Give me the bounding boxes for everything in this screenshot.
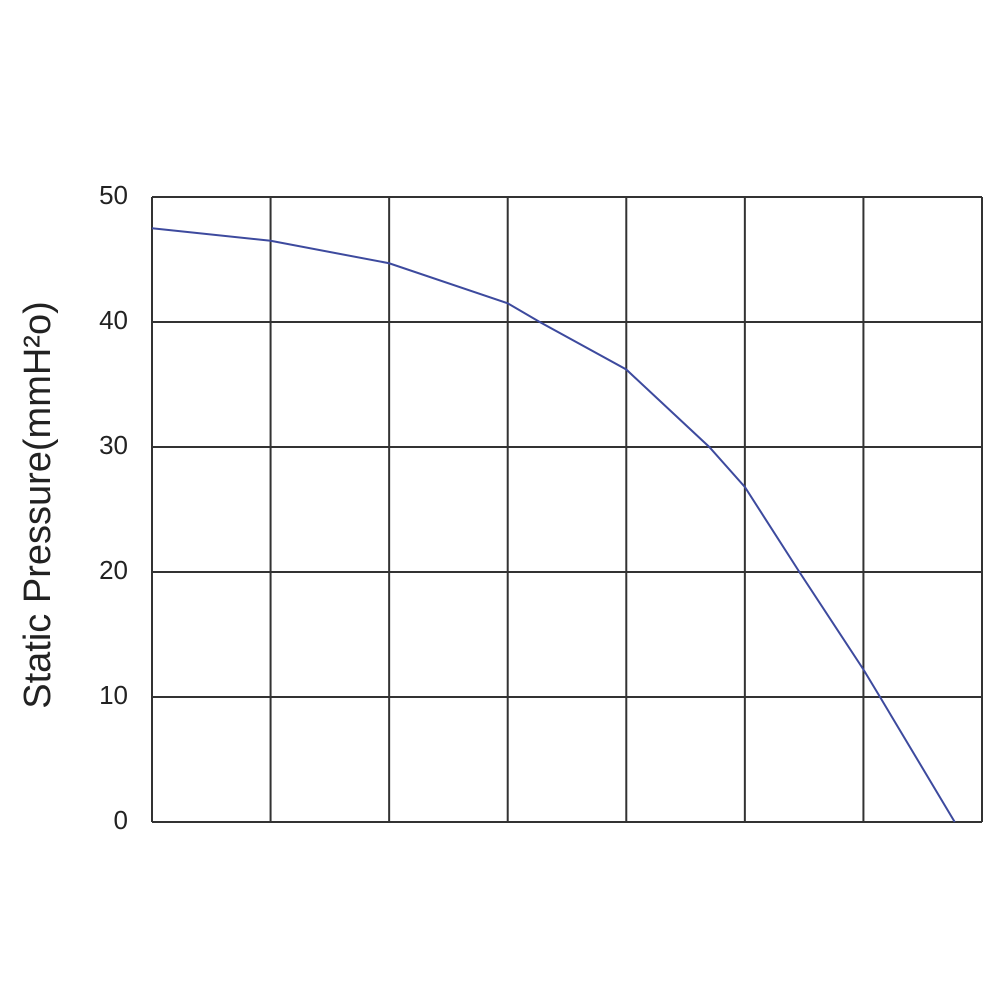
y-tick-label: 20 xyxy=(99,555,128,585)
y-tick-label: 0 xyxy=(114,805,128,835)
y-tick-label: 10 xyxy=(99,680,128,710)
y-axis-label: Static Pressure(mmH²o) xyxy=(17,301,59,709)
y-tick-label: 50 xyxy=(99,180,128,210)
y-tick-label: 40 xyxy=(99,305,128,335)
y-tick-label: 30 xyxy=(99,430,128,460)
data-line xyxy=(151,227,956,823)
